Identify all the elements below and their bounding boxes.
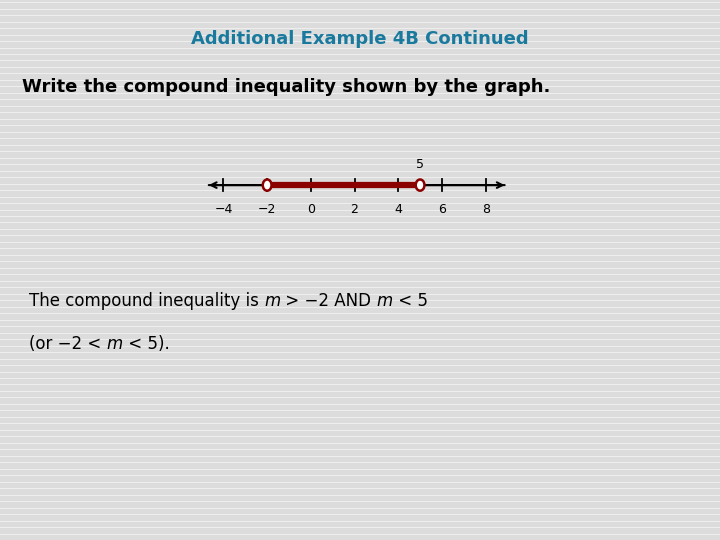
Text: m: m <box>264 292 280 309</box>
Text: < 5: < 5 <box>392 292 428 309</box>
Text: Additional Example 4B Continued: Additional Example 4B Continued <box>192 30 528 48</box>
Text: 0: 0 <box>307 203 315 217</box>
Circle shape <box>415 179 425 191</box>
Text: 5: 5 <box>416 158 424 171</box>
Text: > −2 AND: > −2 AND <box>280 292 377 309</box>
Text: 6: 6 <box>438 203 446 217</box>
Text: m: m <box>377 292 392 309</box>
Text: 4: 4 <box>395 203 402 217</box>
Text: m: m <box>107 335 122 353</box>
Text: (or −2 <: (or −2 < <box>29 335 107 353</box>
Text: 2: 2 <box>351 203 359 217</box>
Text: 8: 8 <box>482 203 490 217</box>
Text: −2: −2 <box>258 203 276 217</box>
Text: < 5).: < 5). <box>122 335 169 353</box>
Text: The compound inequality is: The compound inequality is <box>29 292 264 309</box>
Text: −4: −4 <box>215 203 233 217</box>
Circle shape <box>263 179 271 191</box>
Text: Write the compound inequality shown by the graph.: Write the compound inequality shown by t… <box>22 78 550 96</box>
